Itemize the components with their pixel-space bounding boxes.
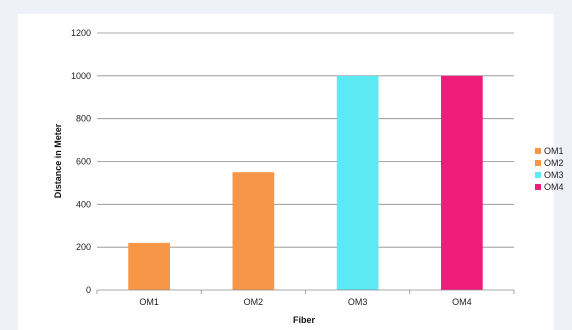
- bar-om4: [441, 75, 483, 290]
- legend: OM1 OM2 OM3 OM4: [535, 146, 564, 192]
- legend-label: OM3: [544, 170, 564, 180]
- legend-swatch-om3: [535, 172, 541, 178]
- y-tick-label: 1000: [71, 71, 91, 81]
- y-tick-label: 600: [76, 157, 91, 167]
- legend-label: OM4: [544, 182, 564, 192]
- x-tick-label: OM1: [139, 297, 159, 307]
- x-tick-label: OM4: [452, 297, 472, 307]
- x-axis: OM1 OM2 OM3 OM4: [96, 289, 515, 307]
- y-axis-title: Distance in Meter: [53, 123, 63, 198]
- bar-om2: [232, 172, 275, 290]
- y-tick-label: 400: [76, 199, 91, 209]
- bar-om1: [128, 242, 170, 290]
- bars: [128, 75, 483, 290]
- y-tick-label: 200: [76, 242, 91, 252]
- y-tick-label: 1200: [71, 28, 91, 38]
- y-tick-label: 0: [86, 285, 91, 295]
- bar-om3: [336, 75, 379, 290]
- x-tick-label: OM3: [348, 297, 368, 307]
- legend-swatch-om2: [535, 160, 541, 166]
- legend-label: OM2: [544, 158, 564, 168]
- legend-swatch-om4: [535, 184, 541, 190]
- legend-swatch-om1: [535, 148, 541, 154]
- legend-label: OM1: [544, 146, 564, 156]
- y-tick-label: 800: [76, 114, 91, 124]
- x-tick-label: OM2: [244, 297, 264, 307]
- y-axis: 0 200 400 600 800 1000 1200: [71, 28, 91, 295]
- x-axis-title: Fiber: [293, 315, 316, 325]
